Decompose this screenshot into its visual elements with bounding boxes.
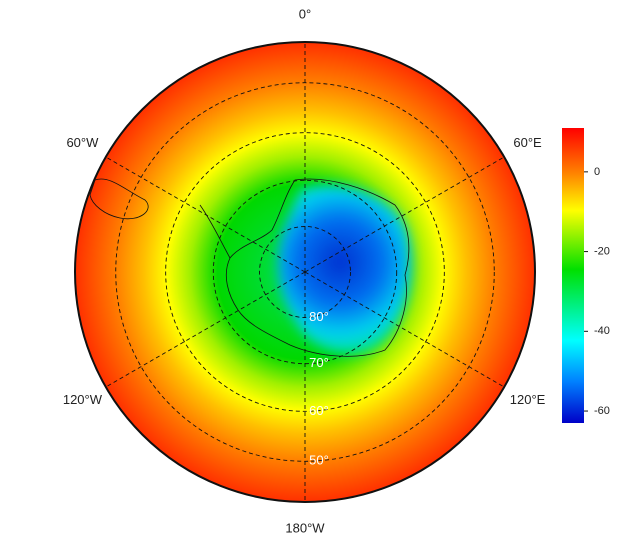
- meridian: [105, 271, 306, 388]
- meridian: [304, 271, 505, 388]
- meridian: [304, 156, 505, 273]
- parallel-label: 80°: [309, 309, 329, 324]
- colorbar-tick-label: 0: [594, 166, 600, 178]
- colorbar: [562, 128, 584, 423]
- coastline: [89, 178, 410, 357]
- parallel-label: 70°: [309, 355, 329, 370]
- meridian-label: 120°W: [63, 392, 103, 407]
- meridian-label: 60°W: [66, 135, 99, 150]
- meridian-label: 120°E: [510, 392, 546, 407]
- parallel: [165, 132, 445, 412]
- meridian: [105, 156, 306, 273]
- meridian-label: 180°W: [285, 520, 325, 535]
- parallel-label: 50°: [309, 453, 329, 468]
- colorbar-tick-label: -40: [594, 325, 610, 337]
- map-border: [74, 41, 536, 503]
- meridian-label: 60°E: [513, 135, 542, 150]
- colorbar-tick-label: -20: [594, 245, 610, 257]
- parallel-label: 60°: [309, 403, 329, 418]
- meridian-label: 0°: [299, 6, 311, 21]
- colorbar-tick-label: -60: [594, 405, 610, 417]
